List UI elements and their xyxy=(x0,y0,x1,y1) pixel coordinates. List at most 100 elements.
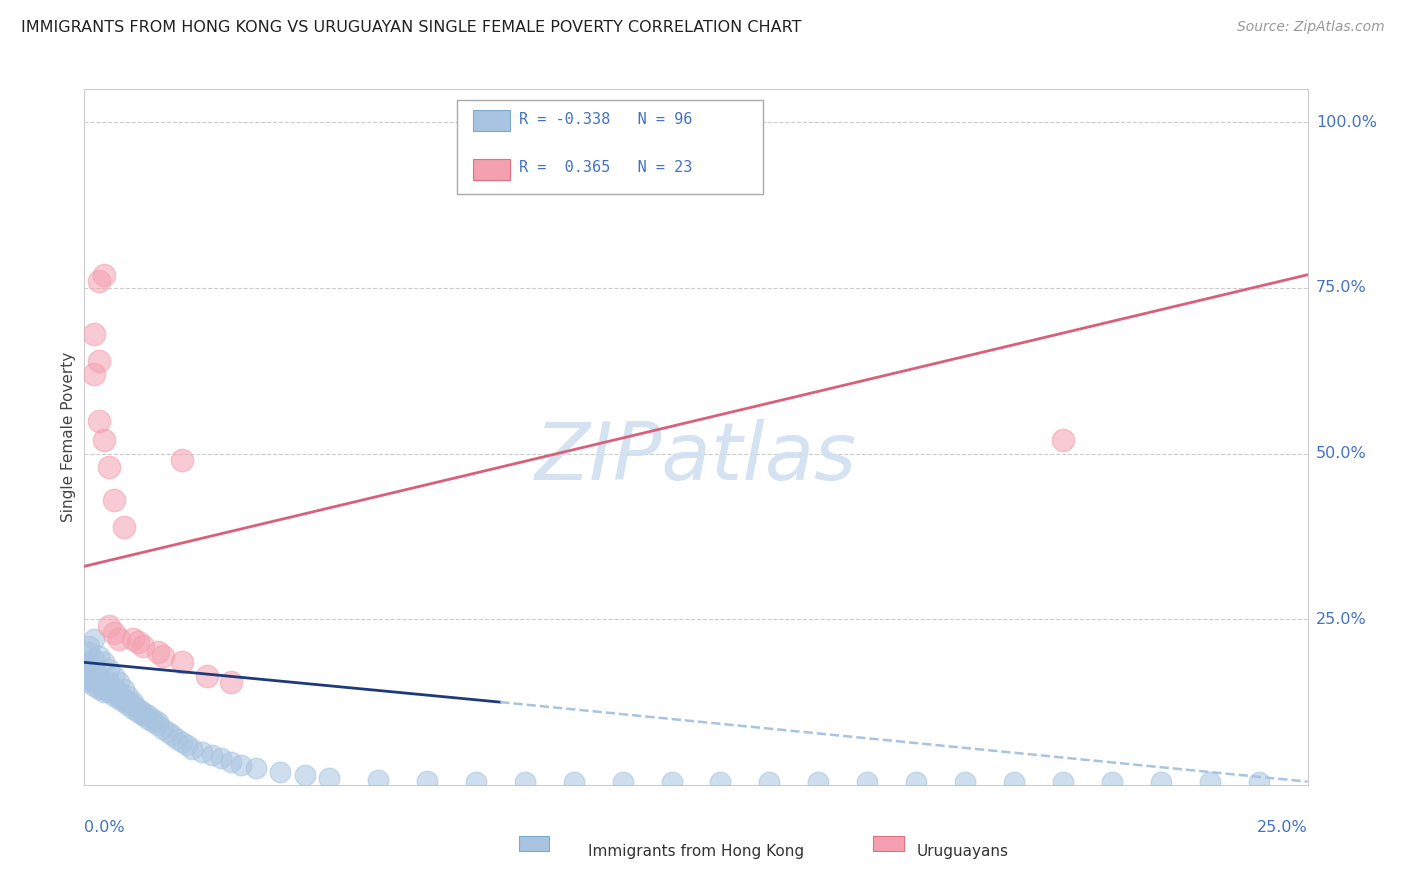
Point xyxy=(93,685,115,699)
Point xyxy=(122,632,145,647)
Point xyxy=(77,656,100,670)
Point xyxy=(152,722,174,736)
Text: Immigrants from Hong Kong: Immigrants from Hong Kong xyxy=(588,844,804,859)
Point xyxy=(103,493,125,508)
Point xyxy=(269,764,291,779)
Point xyxy=(367,772,389,787)
Point xyxy=(87,668,110,682)
Point xyxy=(172,735,194,749)
Point xyxy=(97,459,120,474)
Point xyxy=(122,702,145,716)
Point xyxy=(117,695,139,709)
Text: 75.0%: 75.0% xyxy=(1316,280,1367,295)
Point xyxy=(107,632,129,647)
Point xyxy=(107,675,129,690)
Point xyxy=(87,413,110,427)
Point xyxy=(146,718,169,732)
Point xyxy=(93,434,115,448)
Y-axis label: Single Female Poverty: Single Female Poverty xyxy=(60,352,76,522)
Point xyxy=(136,712,159,726)
Point xyxy=(103,689,125,703)
Point xyxy=(77,662,100,676)
Point xyxy=(219,675,242,690)
Point xyxy=(294,768,316,782)
Text: R =  0.365   N = 23: R = 0.365 N = 23 xyxy=(519,161,692,176)
Point xyxy=(856,774,879,789)
Point xyxy=(87,274,110,288)
Point xyxy=(905,774,928,789)
Point xyxy=(117,689,139,703)
Point xyxy=(87,679,110,693)
Point xyxy=(172,656,194,670)
Point xyxy=(172,453,194,467)
Point xyxy=(464,774,486,789)
Point xyxy=(209,751,232,765)
Point xyxy=(87,648,110,663)
Point xyxy=(127,702,149,716)
Point xyxy=(83,668,105,682)
Point xyxy=(758,774,780,789)
Point xyxy=(93,679,115,693)
Text: Source: ZipAtlas.com: Source: ZipAtlas.com xyxy=(1237,20,1385,34)
Text: Uruguayans: Uruguayans xyxy=(917,844,1008,859)
Point xyxy=(156,725,179,739)
Point xyxy=(1002,774,1025,789)
Point xyxy=(87,681,110,696)
FancyBboxPatch shape xyxy=(457,100,763,194)
Text: R = -0.338   N = 96: R = -0.338 N = 96 xyxy=(519,112,692,127)
Point xyxy=(97,675,120,690)
Point xyxy=(181,741,204,756)
Point xyxy=(97,679,120,693)
Point xyxy=(219,755,242,769)
Point xyxy=(77,668,100,682)
Point xyxy=(83,679,105,693)
Point xyxy=(142,714,165,729)
Point xyxy=(103,668,125,682)
Point xyxy=(83,632,105,647)
Point xyxy=(77,665,100,680)
Point xyxy=(661,774,683,789)
Point xyxy=(87,354,110,368)
Point xyxy=(162,728,184,742)
Point xyxy=(807,774,830,789)
Point xyxy=(200,748,222,763)
Point xyxy=(83,652,105,666)
Point xyxy=(107,689,129,703)
Point xyxy=(97,681,120,696)
Point xyxy=(152,648,174,663)
Point xyxy=(1150,774,1173,789)
Text: 0.0%: 0.0% xyxy=(84,820,125,835)
Point xyxy=(97,619,120,633)
Point xyxy=(93,268,115,282)
Point xyxy=(1101,774,1123,789)
Point xyxy=(562,774,585,789)
FancyBboxPatch shape xyxy=(519,836,550,851)
Point xyxy=(122,698,145,713)
FancyBboxPatch shape xyxy=(873,836,904,851)
Point xyxy=(83,327,105,342)
Point xyxy=(77,658,100,673)
Point xyxy=(93,656,115,670)
Point xyxy=(103,681,125,696)
Point xyxy=(103,625,125,640)
Point xyxy=(93,675,115,690)
Point xyxy=(195,668,218,682)
Point xyxy=(1247,774,1270,789)
Point xyxy=(416,774,439,789)
Point xyxy=(77,675,100,690)
FancyBboxPatch shape xyxy=(474,110,510,131)
Point xyxy=(1052,434,1074,448)
Point xyxy=(97,685,120,699)
Point xyxy=(112,681,135,696)
Point xyxy=(953,774,976,789)
Point xyxy=(132,705,155,719)
Point xyxy=(142,712,165,726)
Point xyxy=(127,705,149,719)
Point xyxy=(146,714,169,729)
Text: 25.0%: 25.0% xyxy=(1257,820,1308,835)
Point xyxy=(83,665,105,680)
Point xyxy=(107,685,129,699)
Text: IMMIGRANTS FROM HONG KONG VS URUGUAYAN SINGLE FEMALE POVERTY CORRELATION CHART: IMMIGRANTS FROM HONG KONG VS URUGUAYAN S… xyxy=(21,20,801,35)
Point xyxy=(112,695,135,709)
Point xyxy=(146,645,169,659)
